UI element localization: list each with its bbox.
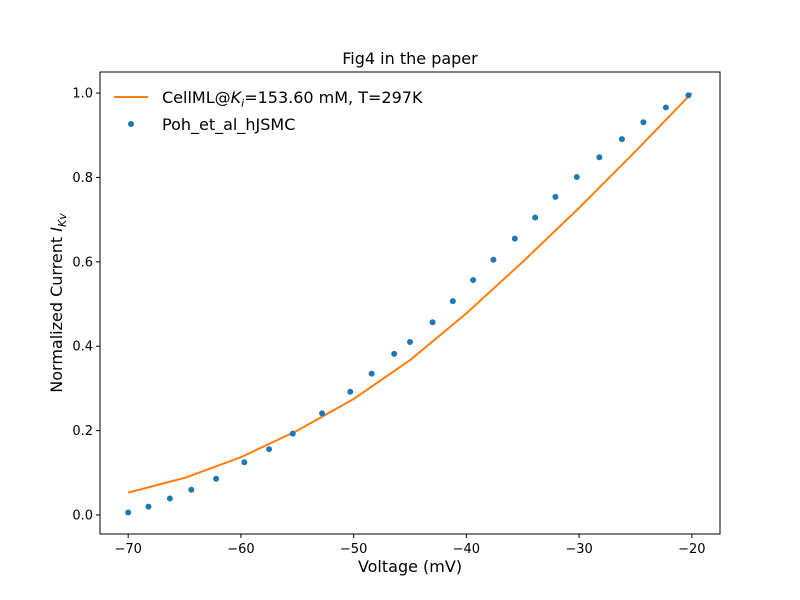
y-tick-label: 0.2: [72, 424, 93, 439]
x-tick-label: −70: [114, 542, 141, 557]
data-point-poh: [640, 119, 647, 126]
x-tick-label: −40: [453, 542, 480, 557]
legend-cellml-subscript: i: [241, 97, 244, 110]
legend-entry-poh: Poh_et_al_hJSMC: [162, 115, 295, 135]
series-poh-et-al: [125, 92, 692, 516]
series-cellml: [127, 92, 693, 494]
legend-cellml-suffix: =153.60 mM, T=297K: [244, 88, 423, 107]
data-point-poh: [429, 319, 436, 326]
x-tick-label: −60: [227, 542, 254, 557]
x-tick-label: −20: [678, 542, 705, 557]
legend: CellML@Ki=153.60 mM, T=297K Poh_et_al_hJ…: [114, 88, 423, 135]
y-axis-label-symbol: I: [47, 227, 66, 232]
data-point-poh: [449, 298, 456, 305]
y-tick-label: 0.4: [72, 340, 93, 355]
data-point-poh: [289, 430, 296, 437]
data-point-poh: [685, 92, 692, 99]
y-axis-label-subscript: Kv: [56, 213, 69, 227]
y-tick-label: 0.8: [72, 171, 93, 186]
legend-cellml-prefix: CellML@: [162, 88, 231, 107]
legend-entry-cellml: CellML@Ki=153.60 mM, T=297K: [162, 88, 423, 110]
y-tick-label: 0.0: [72, 509, 93, 524]
data-point-poh: [470, 277, 477, 284]
data-point-poh: [241, 459, 248, 466]
data-point-poh: [266, 446, 273, 453]
data-point-poh: [145, 503, 152, 510]
data-point-poh: [319, 410, 326, 417]
x-tick-label: −30: [565, 542, 592, 557]
x-tick-label: −50: [340, 542, 367, 557]
data-point-poh: [125, 509, 132, 516]
data-point-poh: [166, 495, 173, 502]
data-point-poh: [213, 475, 220, 482]
x-axis-label: Voltage (mV): [358, 557, 462, 576]
x-axis: −70 −60 −50 −40 −30 −20: [114, 534, 706, 557]
data-point-poh: [596, 154, 603, 161]
chart-title: Fig4 in the paper: [342, 49, 478, 68]
data-point-poh: [407, 339, 413, 346]
y-axis-label: Normalized Current IKv: [47, 213, 69, 393]
plot-frame: [99, 71, 721, 535]
data-point-poh: [532, 214, 539, 221]
y-tick-label: 0.6: [72, 255, 93, 270]
data-point-poh: [188, 486, 195, 493]
legend-marker-swatch: [128, 121, 134, 127]
data-point-poh: [391, 350, 398, 357]
y-tick-label: 1.0: [72, 87, 93, 102]
data-point-poh: [511, 235, 518, 242]
data-point-poh: [347, 388, 354, 395]
data-point-poh: [552, 193, 559, 200]
data-point-poh: [662, 104, 669, 111]
data-point-poh: [490, 256, 497, 263]
data-point-poh: [368, 370, 375, 377]
series-line-cellml: [127, 92, 693, 494]
data-point-poh: [618, 136, 625, 143]
y-axis: 0.0 0.2 0.4 0.6 0.8 1.0: [72, 87, 100, 524]
legend-cellml-symbol: K: [231, 88, 243, 107]
y-axis-label-prefix: Normalized Current: [47, 232, 66, 393]
data-point-poh: [573, 174, 580, 181]
